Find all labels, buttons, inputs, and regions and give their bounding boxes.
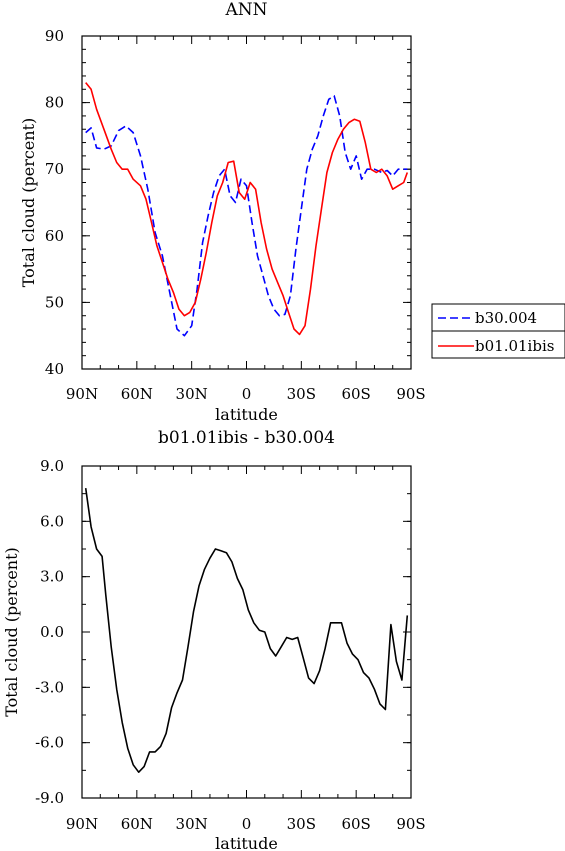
bottom-x-tick-label: 90S bbox=[396, 815, 425, 833]
top-y-tick-label: 60 bbox=[45, 227, 64, 245]
top-y-tick-label: 50 bbox=[45, 293, 64, 311]
bottom-x-tick-label: 90N bbox=[66, 815, 98, 833]
bottom-x-tick-label: 0 bbox=[242, 815, 252, 833]
top-y-axis-label: Total cloud (percent) bbox=[19, 118, 38, 288]
top-y-tick-label: 70 bbox=[45, 160, 64, 178]
legend: b30.004 b01.01ibis bbox=[431, 303, 565, 359]
top-y-tick-label: 90 bbox=[45, 27, 64, 45]
bottom-y-axis-label: Total cloud (percent) bbox=[2, 547, 21, 717]
bottom-x-tick-label: 30N bbox=[176, 815, 208, 833]
top-x-tick-label: 30N bbox=[176, 385, 208, 403]
top-plot-frame bbox=[81, 35, 412, 370]
top-x-tick-label: 90S bbox=[396, 385, 425, 403]
top-x-tick-label: 60S bbox=[341, 385, 370, 403]
legend-label: b01.01ibis bbox=[475, 337, 554, 355]
bottom-y-tick-label: -3.0 bbox=[35, 678, 64, 696]
bottom-y-tick-label: 3.0 bbox=[40, 568, 64, 586]
top-chart-title: ANN bbox=[224, 0, 267, 20]
top-y-tick-label: 80 bbox=[45, 94, 64, 112]
bottom-y-tick-label: 0.0 bbox=[40, 623, 64, 641]
bottom-y-tick-label: -9.0 bbox=[35, 789, 64, 807]
bottom-x-tick-label: 60N bbox=[121, 815, 153, 833]
bottom-y-tick-label: 6.0 bbox=[40, 512, 64, 530]
bottom-y-tick-label: 9.0 bbox=[40, 457, 64, 475]
top-x-tick-label: 0 bbox=[242, 385, 252, 403]
bottom-y-tick-label: -6.0 bbox=[35, 734, 64, 752]
top-x-tick-label: 60N bbox=[121, 385, 153, 403]
difference-line bbox=[84, 487, 409, 774]
top-x-tick-label: 90N bbox=[66, 385, 98, 403]
bottom-chart-title: b01.01ibis - b30.004 bbox=[158, 428, 335, 448]
bottom-x-tick-label: 30S bbox=[287, 815, 316, 833]
top-x-axis-label: latitude bbox=[215, 405, 278, 424]
top-x-tick-label: 30S bbox=[287, 385, 316, 403]
bottom-x-axis-label: latitude bbox=[215, 834, 278, 851]
series-line-b30-004 bbox=[85, 95, 408, 337]
bottom-plot-frame bbox=[81, 465, 412, 799]
legend-label: b30.004 bbox=[475, 309, 537, 327]
series-line-b01-01ibis bbox=[85, 82, 409, 336]
bottom-x-tick-label: 60S bbox=[341, 815, 370, 833]
top-y-tick-label: 40 bbox=[45, 360, 64, 378]
